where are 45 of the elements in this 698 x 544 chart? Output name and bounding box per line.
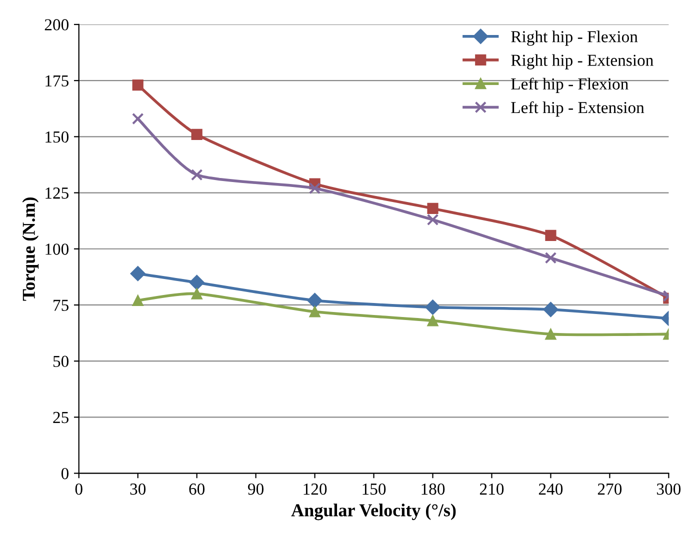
x-tick-label: 300 bbox=[656, 483, 681, 495]
point bbox=[191, 128, 202, 140]
point bbox=[545, 230, 556, 241]
point bbox=[425, 300, 440, 315]
point bbox=[309, 306, 320, 318]
point bbox=[427, 315, 438, 326]
x-tick-label: 60 bbox=[189, 483, 205, 495]
x-tick-label: 0 bbox=[75, 483, 82, 495]
x-axis-title: Angular Velocity (°/s) bbox=[291, 504, 456, 520]
point bbox=[543, 302, 558, 318]
x-tick-label: 90 bbox=[248, 483, 264, 495]
y-tick-label: 100 bbox=[46, 244, 69, 255]
x-tick-label: 240 bbox=[538, 483, 563, 495]
y-tick-label: 50 bbox=[53, 356, 69, 368]
legend-label: Left hip - Flexion bbox=[511, 78, 628, 93]
x-tick-label: 210 bbox=[480, 483, 504, 495]
legend-label: Left hip - Extension bbox=[511, 101, 644, 117]
point bbox=[427, 202, 438, 214]
point bbox=[544, 252, 557, 264]
point bbox=[545, 328, 556, 340]
point bbox=[132, 80, 144, 91]
y-tick-label: 0 bbox=[61, 468, 69, 480]
y-tick-label: 175 bbox=[46, 75, 68, 87]
point bbox=[307, 292, 322, 308]
y-tick-label: 125 bbox=[46, 188, 68, 199]
legend-label: Right hip - Extension bbox=[511, 54, 654, 70]
point bbox=[132, 294, 144, 306]
point bbox=[132, 112, 144, 125]
x-tick-label: 120 bbox=[304, 483, 327, 495]
point bbox=[189, 274, 204, 290]
y-tick-label: 150 bbox=[46, 131, 69, 143]
point bbox=[130, 266, 146, 282]
x-tick-label: 30 bbox=[130, 483, 146, 495]
x-tick-label: 180 bbox=[422, 483, 445, 495]
y-tick-label: 200 bbox=[44, 19, 69, 30]
x-tick-label: 150 bbox=[362, 483, 386, 495]
point bbox=[191, 288, 202, 300]
y-tick-label: 25 bbox=[53, 412, 68, 424]
point bbox=[308, 182, 321, 194]
point bbox=[426, 214, 439, 226]
y-axis-title: Torque (N.m) bbox=[22, 197, 39, 301]
y-tick-label: 75 bbox=[54, 300, 68, 311]
legend-label: Right hip - Flexion bbox=[511, 30, 638, 46]
x-tick-label: 270 bbox=[598, 483, 622, 495]
point bbox=[190, 168, 203, 181]
